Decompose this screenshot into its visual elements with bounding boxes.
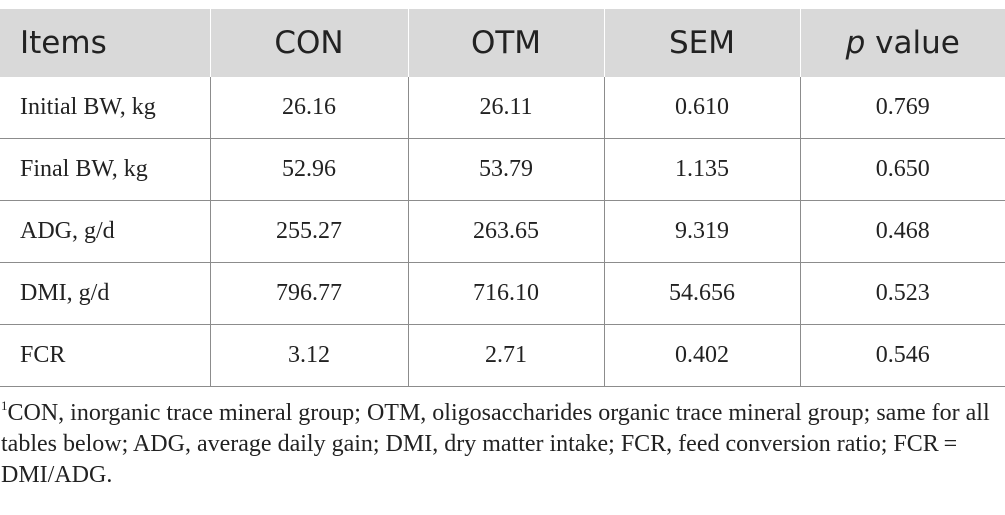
row-label: Final BW, kg bbox=[0, 138, 211, 201]
row-label: FCR bbox=[0, 324, 211, 387]
cell-con: 796.77 bbox=[209, 262, 409, 325]
cell-sem: 0.610 bbox=[603, 77, 801, 139]
cell-con: 52.96 bbox=[209, 138, 409, 201]
table-footnote: 1CON, inorganic trace mineral group; OTM… bbox=[1, 398, 991, 491]
header-items: Items bbox=[0, 9, 210, 77]
cell-otm: 263.65 bbox=[407, 200, 605, 263]
cell-con: 255.27 bbox=[209, 200, 409, 263]
cell-p-value: 0.468 bbox=[799, 200, 1005, 263]
data-table-container: Items CON OTM SEM p value Initial BW, kg… bbox=[0, 9, 1005, 387]
header-p-value: p value bbox=[799, 9, 1005, 77]
cell-otm: 53.79 bbox=[407, 138, 605, 201]
table-header-row: Items CON OTM SEM p value bbox=[0, 9, 1005, 77]
cell-otm: 2.71 bbox=[407, 324, 605, 387]
cell-con: 26.16 bbox=[209, 77, 409, 139]
footnote-text: CON, inorganic trace mineral group; OTM,… bbox=[1, 400, 990, 488]
header-otm: OTM bbox=[407, 9, 604, 77]
performance-table: Items CON OTM SEM p value Initial BW, kg… bbox=[0, 9, 1005, 387]
header-p-rest: value bbox=[865, 25, 960, 61]
header-p-letter: p bbox=[845, 25, 866, 61]
row-label: ADG, g/d bbox=[0, 200, 211, 263]
cell-p-value: 0.523 bbox=[799, 262, 1005, 325]
table-row: FCR 3.12 2.71 0.402 0.546 bbox=[0, 324, 1005, 387]
row-label: Initial BW, kg bbox=[0, 77, 211, 139]
table-row: Initial BW, kg 26.16 26.11 0.610 0.769 bbox=[0, 77, 1005, 139]
cell-otm: 26.11 bbox=[407, 77, 605, 139]
row-label: DMI, g/d bbox=[0, 262, 211, 325]
header-con: CON bbox=[209, 9, 408, 77]
cell-con: 3.12 bbox=[209, 324, 409, 387]
table-row: DMI, g/d 796.77 716.10 54.656 0.523 bbox=[0, 262, 1005, 325]
cell-p-value: 0.546 bbox=[799, 324, 1005, 387]
cell-p-value: 0.650 bbox=[799, 138, 1005, 201]
cell-sem: 1.135 bbox=[603, 138, 801, 201]
cell-p-value: 0.769 bbox=[799, 77, 1005, 139]
table-row: ADG, g/d 255.27 263.65 9.319 0.468 bbox=[0, 200, 1005, 263]
cell-sem: 54.656 bbox=[603, 262, 801, 325]
footnote-marker: 1 bbox=[1, 398, 8, 413]
cell-otm: 716.10 bbox=[407, 262, 605, 325]
cell-sem: 9.319 bbox=[603, 200, 801, 263]
header-sem: SEM bbox=[603, 9, 800, 77]
table-row: Final BW, kg 52.96 53.79 1.135 0.650 bbox=[0, 138, 1005, 201]
cell-sem: 0.402 bbox=[603, 324, 801, 387]
